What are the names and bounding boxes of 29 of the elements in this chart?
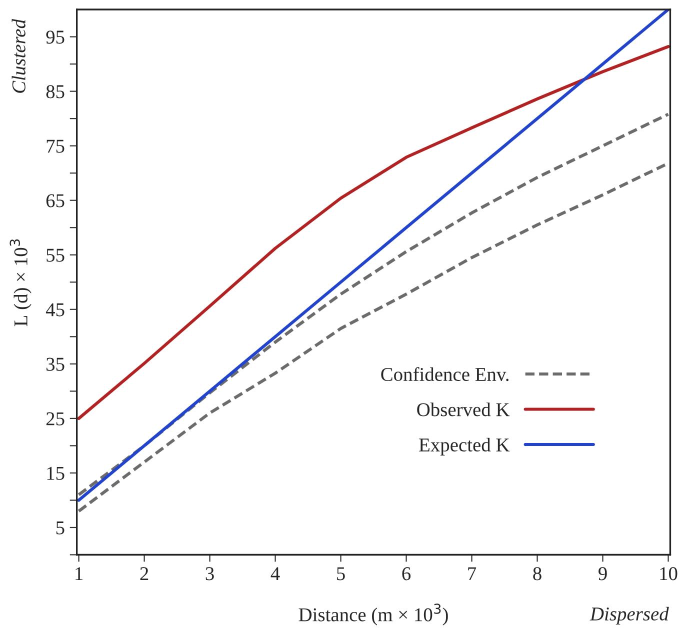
- x-tick-label: 2: [140, 567, 148, 580]
- text: Clustered: [12, 18, 26, 93]
- y-tick-label: 65: [46, 194, 64, 208]
- legend-label: Expected K: [419, 438, 510, 456]
- line-series: [77, 45, 670, 420]
- x-tick-label: 4: [270, 567, 280, 580]
- x-axis-title: Distance (m × 10$^{3}$): [298, 604, 448, 626]
- x-tick-label: 3: [206, 567, 214, 580]
- x-tick-label: 7: [468, 567, 476, 580]
- legend-label: Confidence Env.: [381, 367, 508, 382]
- y-tick-label: 75: [46, 140, 64, 153]
- x-tick-label: 6: [402, 567, 411, 580]
- x-tick-label: 10: [660, 567, 678, 580]
- y-tick-label: 5: [56, 522, 64, 534]
- y-tick-label: 25: [46, 412, 64, 426]
- y-tick-label: 95: [46, 30, 64, 44]
- y-tick-label: 55: [46, 248, 64, 262]
- legend-label: Observed K: [417, 402, 510, 416]
- y-tick-label: 85: [46, 85, 64, 98]
- line-series: [77, 112, 670, 496]
- x-tick-label: 8: [533, 567, 542, 580]
- y-tick-label: 35: [46, 358, 64, 371]
- x-tick-label: 1: [76, 567, 82, 580]
- text: Dispersed: [590, 606, 669, 624]
- x-tick-label: 9: [598, 567, 607, 580]
- y-axis-title: L (d) × 10$^{3}$: [10, 239, 32, 326]
- y-tick-label: 45: [46, 303, 64, 316]
- x-tick-label: 5: [337, 567, 345, 580]
- y-tick-label: 15: [47, 466, 64, 480]
